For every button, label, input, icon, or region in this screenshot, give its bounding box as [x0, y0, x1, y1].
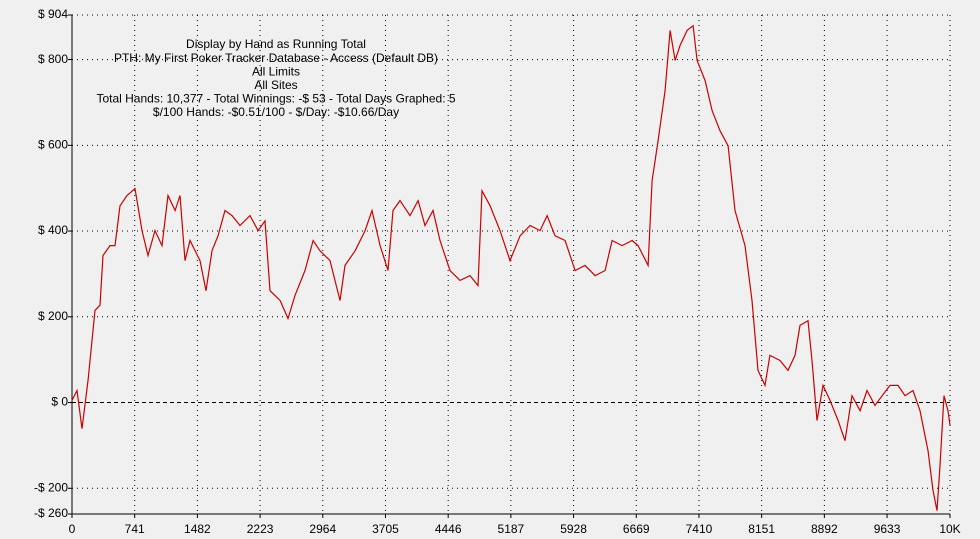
x-tick-label: 8151 — [748, 522, 775, 536]
x-tick-label: 1482 — [184, 522, 211, 536]
x-tick-label: 0 — [69, 522, 76, 536]
x-tick-label: 9633 — [874, 522, 901, 536]
x-tick-label: 3705 — [372, 522, 399, 536]
annotation: Total Hands: 10,377 - Total Winnings: -$… — [96, 92, 455, 106]
annotation: $/100 Hands: -$0.51/100 - $/Day: -$10.66… — [153, 105, 399, 119]
y-tick-label: $ 800 — [38, 52, 68, 66]
x-tick-label: 5928 — [560, 522, 587, 536]
x-tick-label: 8892 — [811, 522, 838, 536]
y-tick-label: $ 400 — [38, 223, 68, 237]
y-tick-label: $ 200 — [38, 309, 68, 323]
y-tick-label: $ 600 — [38, 137, 68, 151]
x-tick-label: 741 — [125, 522, 145, 536]
annotation: PTH: My First Poker Tracker Database - A… — [114, 51, 438, 65]
x-tick-label: 2223 — [247, 522, 274, 536]
x-tick-label: 4446 — [435, 522, 462, 536]
annotation: Display by Hand as Running Total — [186, 37, 366, 51]
x-tick-label: 5187 — [498, 522, 525, 536]
y-tick-label: -$ 200 — [34, 480, 68, 494]
x-tick-label: 6669 — [623, 522, 650, 536]
x-tick-label: 7410 — [686, 522, 713, 536]
y-tick-label: $ 0 — [51, 395, 68, 409]
y-tick-label: -$ 260 — [34, 506, 68, 520]
annotation: All Limits — [252, 64, 300, 78]
y-tick-label: $ 904 — [38, 7, 68, 21]
line — [71, 24, 951, 511]
x-tick-label: 10K — [939, 522, 960, 536]
annotation: All Sites — [254, 78, 297, 92]
x-tick-label: 2964 — [309, 522, 336, 536]
